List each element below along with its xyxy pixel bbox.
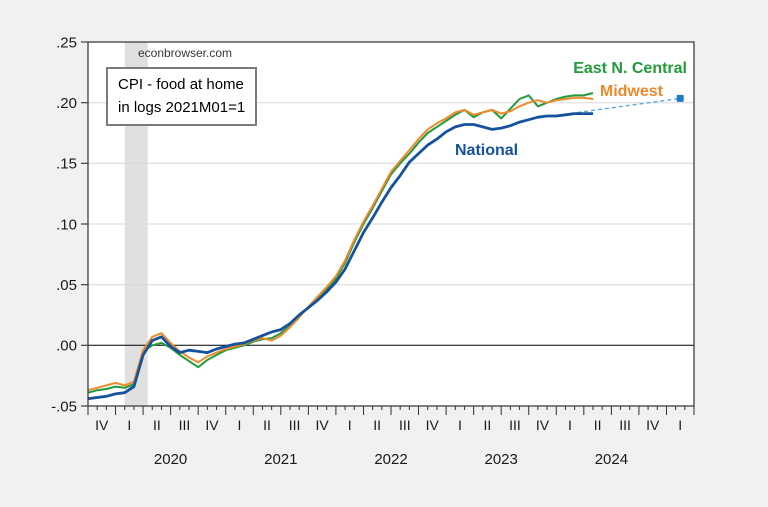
x-quarter-label: IV (315, 417, 329, 433)
x-quarter-label: III (399, 417, 411, 433)
annotation-line-1: CPI - food at home (118, 76, 244, 93)
series-label-midwest: Midwest (599, 83, 663, 100)
x-year-label: 2023 (485, 451, 518, 468)
series-label-national: National (455, 142, 519, 159)
x-quarter-label: I (127, 417, 131, 433)
x-quarter-label: III (289, 417, 301, 433)
x-quarter-label: I (458, 417, 462, 433)
x-year-label: 2024 (595, 451, 628, 468)
x-quarter-label: I (678, 417, 682, 433)
x-quarter-label: II (594, 417, 602, 433)
x-quarter-label: I (238, 417, 242, 433)
watermark-text: econbrowser.com (137, 46, 233, 60)
y-tick-label: .15 (56, 156, 77, 173)
x-quarter-label: II (153, 417, 161, 433)
x-quarter-label: I (568, 417, 572, 433)
y-tick-label: .05 (56, 277, 77, 294)
x-year-label: 2020 (154, 451, 187, 468)
projection-square-marker (676, 94, 684, 102)
series-label-east-n-central: East N. Central (573, 60, 687, 77)
x-quarter-label: IV (646, 417, 660, 433)
x-quarter-label: II (373, 417, 381, 433)
x-year-label: 2021 (264, 451, 297, 468)
y-tick-label: .00 (56, 338, 77, 355)
x-quarter-label: II (263, 417, 271, 433)
y-tick-label: .10 (56, 216, 77, 233)
x-quarter-label: IV (95, 417, 109, 433)
x-quarter-label: III (179, 417, 191, 433)
x-quarter-label: II (484, 417, 492, 433)
annotation-box: CPI - food at home in logs 2021M01=1 (106, 67, 258, 126)
y-tick-label: -.05 (51, 398, 77, 415)
x-quarter-label: IV (536, 417, 550, 433)
x-year-label: 2022 (374, 451, 407, 468)
x-quarter-label: I (348, 417, 352, 433)
plot-frame (87, 41, 695, 407)
series-midwest-line (87, 96, 594, 392)
x-quarter-label: IV (205, 417, 219, 433)
series-national-line (87, 112, 593, 401)
x-quarter-label: III (509, 417, 521, 433)
x-quarter-label: IV (426, 417, 440, 433)
x-quarter-label: III (619, 417, 631, 433)
y-tick-label: .25 (56, 34, 77, 51)
annotation-line-2: in logs 2021M01=1 (118, 98, 246, 116)
y-tick-label: .20 (56, 95, 77, 112)
